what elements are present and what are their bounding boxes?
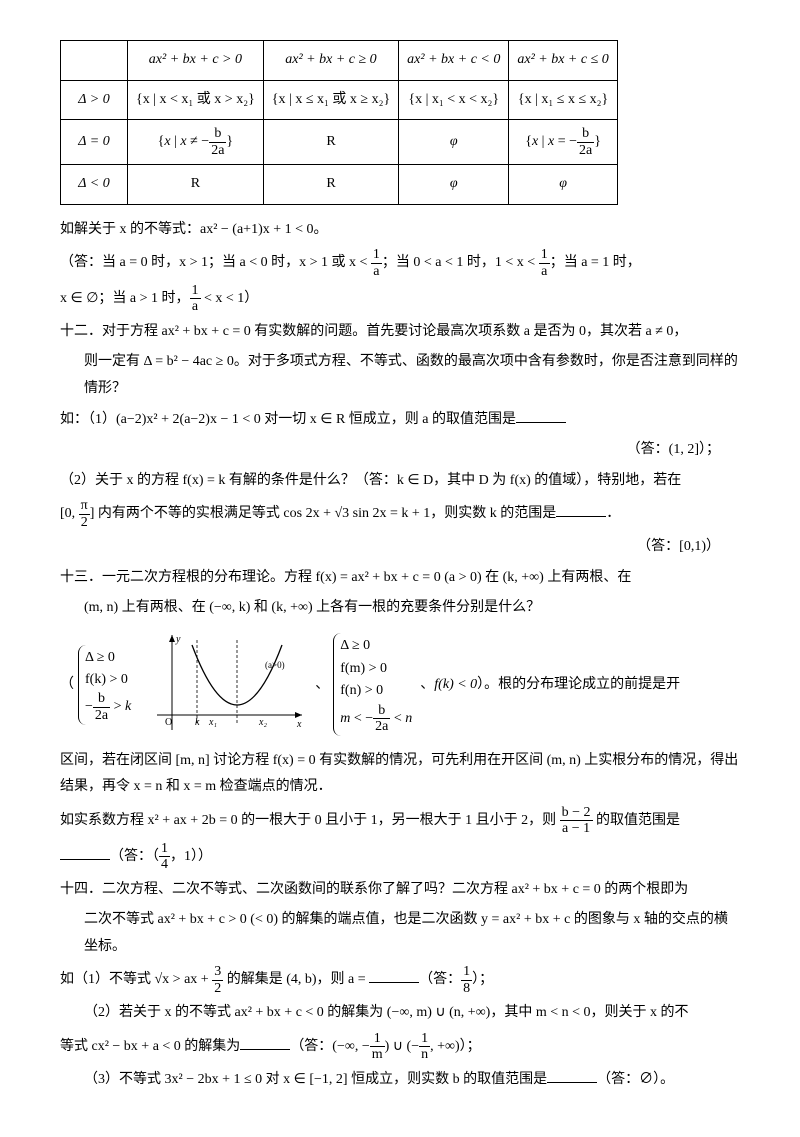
section-12-cont: 则一定有 Δ = b² − 4ac ≥ 0。对于多项式方程、不等式、函数的最高次… (60, 349, 740, 402)
section-13-cont: (m, n) 上有两根、在 (−∞, k) 和 (k, +∞) 上各有一根的充要… (60, 595, 740, 622)
section-13-note: 区间，若在闭区间 [m, n] 讨论方程 f(x) = 0 有实数解的情况，可先… (60, 748, 740, 801)
section-12: 十二．对于方程 ax² + bx + c = 0 有实数解的问题。首先要讨论最高… (60, 319, 740, 346)
example-12-1: 如：（1）(a−2)x² + 2(a−2)x − 1 < 0 对一切 x ∈ R… (60, 407, 740, 434)
example-13-ans: （答：（14，1）） (60, 841, 740, 873)
origin-label: O (165, 717, 172, 728)
condition-brace-1: Δ ≥ 0 f(k) > 0 −b2a > k (78, 645, 135, 726)
table-row-label: Δ = 0 (61, 120, 128, 165)
table-cell: {x | x = −b2a} (509, 120, 617, 165)
example-12-2-cont: [0, π2] 内有两个不等的实根满足等式 cos 2x + √3 sin 2x… (60, 498, 740, 530)
paragraph: x ∈ ∅；当 a > 1 时，1a < x < 1） (60, 283, 740, 315)
table-cell: {x | x₁ < x < x₂} (399, 80, 509, 120)
svg-text:(a>0): (a>0) (265, 660, 285, 670)
table-header: ax² + bx + c ≤ 0 (509, 41, 617, 81)
example-14-1: 如（1）不等式 √x > ax + 32 的解集是 (4, b)，则 a = （… (60, 964, 740, 996)
table-row-label: Δ > 0 (61, 80, 128, 120)
table-cell: φ (399, 120, 509, 165)
table-cell: R (263, 164, 398, 204)
table-header: ax² + bx + c < 0 (399, 41, 509, 81)
svg-text:k: k (195, 717, 200, 728)
paragraph: 如解关于 x 的不等式：ax² − (a+1)x + 1 < 0。 (60, 217, 740, 244)
condition-brace-2: Δ ≥ 0 f(m) > 0 f(n) > 0 m < −b2a < n (333, 633, 416, 736)
table-header: ax² + bx + c ≥ 0 (263, 41, 398, 81)
svg-text:x₁: x₁ (208, 717, 217, 728)
root-distribution-row: （ Δ ≥ 0 f(k) > 0 −b2a > k O k x₁ x₂ x y … (60, 630, 740, 740)
table-cell: R (263, 120, 398, 165)
table-cell: {x | x₁ ≤ x ≤ x₂} (509, 80, 617, 120)
table-cell: φ (509, 164, 617, 204)
example-13: 如实系数方程 x² + ax + 2b = 0 的一根大于 0 且小于 1，另一… (60, 805, 740, 837)
table-cell: {x | x ≤ x₁ 或 x ≥ x₂} (263, 80, 398, 120)
svg-text:x: x (296, 719, 302, 730)
table-header: ax² + bx + c > 0 (128, 41, 264, 81)
paragraph: （答：当 a = 0 时，x > 1；当 a < 0 时，x > 1 或 x <… (60, 247, 740, 279)
table-cell: R (128, 164, 264, 204)
condition-3: f(k) < 0 (434, 672, 477, 699)
table-cell: {x | x ≠ −b2a} (128, 120, 264, 165)
example-14-2: （2）若关于 x 的不等式 ax² + bx + c < 0 的解集为 (−∞,… (60, 1000, 740, 1027)
table-corner (61, 41, 128, 81)
table-row-label: Δ < 0 (61, 164, 128, 204)
parabola-graph: O k x₁ x₂ x y (a>0) (147, 630, 307, 740)
section-13: 十三．一元二次方程根的分布理论。方程 f(x) = ax² + bx + c =… (60, 565, 740, 592)
table-cell: {x | x < x₁ 或 x > x₂} (128, 80, 264, 120)
section-14-cont: 二次不等式 ax² + bx + c > 0 (< 0) 的解集的端点值，也是二… (60, 907, 740, 960)
section-14: 十四．二次方程、二次不等式、二次函数间的联系你了解了吗？二次方程 ax² + b… (60, 877, 740, 904)
svg-text:x₂: x₂ (258, 717, 267, 728)
answer: （答：(1, 2]）； (60, 437, 740, 464)
example-12-2: （2）关于 x 的方程 f(x) = k 有解的条件是什么？（答：k ∈ D，其… (60, 468, 740, 495)
inequality-table: ax² + bx + c > 0 ax² + bx + c ≥ 0 ax² + … (60, 40, 618, 205)
svg-text:y: y (175, 634, 181, 645)
answer: （答：[0,1)） (60, 534, 740, 561)
example-14-2-cont: 等式 cx² − bx + a < 0 的解集为（答：(−∞, −1m) ∪ (… (60, 1031, 740, 1063)
table-cell: φ (399, 164, 509, 204)
example-14-3: （3）不等式 3x² − 2bx + 1 ≤ 0 对 x ∈ [−1, 2] 恒… (60, 1067, 740, 1094)
